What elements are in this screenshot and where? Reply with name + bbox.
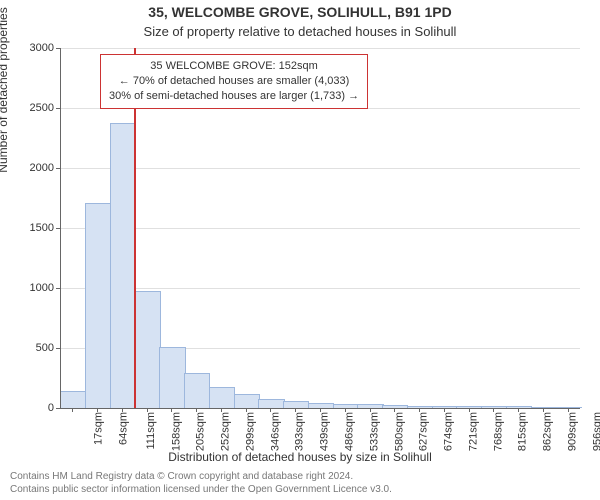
histogram-bar	[258, 399, 284, 408]
attribution-line: Contains public sector information licen…	[10, 484, 590, 497]
attribution: Contains HM Land Registry data © Crown c…	[10, 471, 590, 496]
plot-area: 05001000150020002500300017sqm64sqm111sqm…	[60, 48, 580, 408]
histogram-bar	[60, 391, 86, 408]
ytick-label: 1500	[30, 222, 54, 234]
gridline	[60, 168, 580, 169]
xtick-label: 674sqm	[443, 412, 455, 451]
xtick-label: 533sqm	[368, 412, 380, 451]
xtick-label: 252sqm	[220, 412, 232, 451]
annotation-line: ← 70% of detached houses are smaller (4,…	[109, 74, 359, 89]
histogram-bar	[159, 347, 185, 408]
histogram-bar	[135, 291, 161, 408]
xtick-label: 909sqm	[566, 412, 578, 451]
annotation-line: 35 WELCOMBE GROVE: 152sqm	[109, 59, 359, 74]
xtick-label: 205sqm	[195, 412, 207, 451]
histogram-bar	[85, 203, 111, 408]
histogram-bar	[110, 123, 136, 408]
annotation-box: 35 WELCOMBE GROVE: 152sqm← 70% of detach…	[100, 54, 368, 109]
xtick-label: 627sqm	[418, 412, 430, 451]
histogram-bar	[283, 401, 309, 408]
xtick-label: 17sqm	[93, 412, 105, 445]
xtick-label: 862sqm	[542, 412, 554, 451]
y-axis-label: Number of detached properties	[0, 0, 10, 240]
xtick-label: 439sqm	[319, 412, 331, 451]
xtick-label: 111sqm	[145, 412, 157, 450]
x-axis-line	[60, 408, 580, 409]
chart-container: 35, WELCOMBE GROVE, SOLIHULL, B91 1PD Si…	[0, 0, 600, 500]
plot-inner: 05001000150020002500300017sqm64sqm111sqm…	[60, 48, 580, 408]
xtick-label: 486sqm	[344, 412, 356, 451]
histogram-bar	[209, 387, 235, 408]
gridline	[60, 48, 580, 49]
ytick-label: 3000	[30, 42, 54, 54]
chart-subtitle: Size of property relative to detached ho…	[0, 24, 600, 39]
xtick-label: 768sqm	[492, 412, 504, 451]
annotation-line: 30% of semi-detached houses are larger (…	[109, 89, 359, 104]
xtick-label: 158sqm	[170, 412, 182, 451]
ytick-label: 1000	[30, 282, 54, 294]
chart-title: 35, WELCOMBE GROVE, SOLIHULL, B91 1PD	[0, 4, 600, 20]
y-axis-line	[60, 48, 61, 408]
ytick-label: 500	[36, 342, 54, 354]
xtick-label: 299sqm	[245, 412, 257, 451]
xtick-label: 815sqm	[517, 412, 529, 451]
xtick-label: 346sqm	[269, 412, 281, 451]
attribution-line: Contains HM Land Registry data © Crown c…	[10, 471, 590, 484]
gridline	[60, 288, 580, 289]
xtick-label: 956sqm	[591, 412, 600, 451]
ytick-label: 2500	[30, 102, 54, 114]
xtick-label: 721sqm	[467, 412, 479, 451]
gridline	[60, 228, 580, 229]
xtick-label: 393sqm	[294, 412, 306, 451]
xtick-label: 64sqm	[118, 412, 130, 445]
histogram-bar	[234, 394, 260, 408]
histogram-bar	[184, 373, 210, 408]
xtick-label: 580sqm	[393, 412, 405, 451]
ytick-label: 0	[48, 402, 54, 414]
x-axis-label: Distribution of detached houses by size …	[0, 450, 600, 464]
ytick-label: 2000	[30, 162, 54, 174]
